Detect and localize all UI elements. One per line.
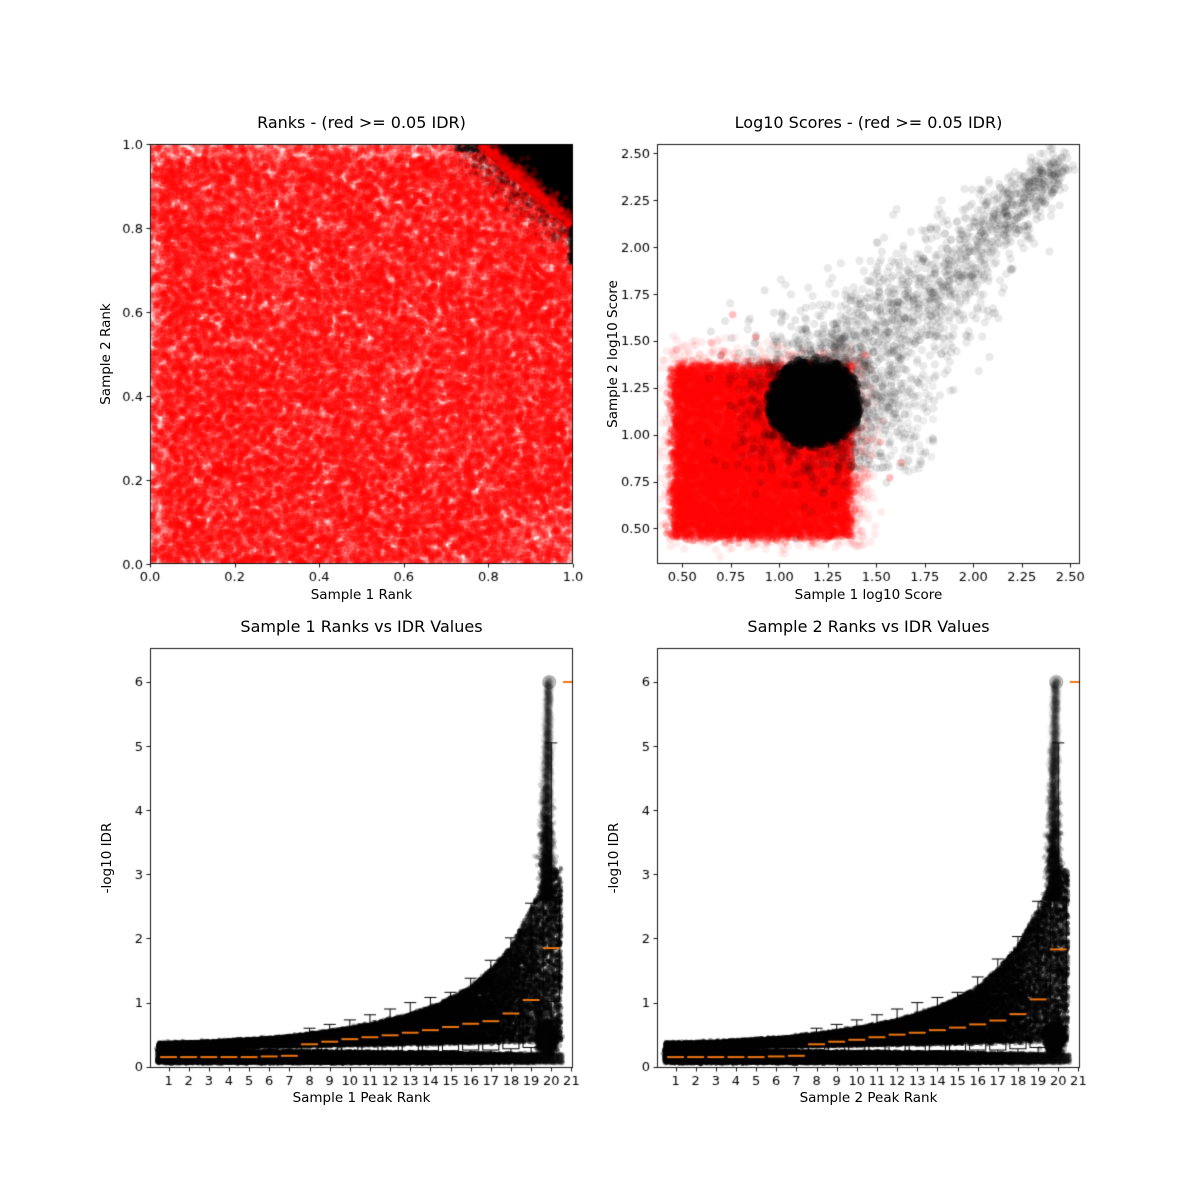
subplot-rank1-idr-title: Sample 1 Ranks vs IDR Values [240,617,483,636]
ranks-xaxis-label: Sample 1 Rank [310,587,413,603]
subplot-scores-title: Log10 Scores - (red >= 0.05 IDR) [734,113,1003,132]
rank1-idr-yaxis-label: -log10 IDR [99,822,115,894]
scores-xaxis-label: Sample 1 log10 Score [794,587,943,603]
scores-yaxis-label: Sample 2 log10 Score [605,280,621,428]
subplot-rank2-idr-title: Sample 2 Ranks vs IDR Values [747,617,990,636]
rank1-idr-xaxis-label: Sample 1 Peak Rank [292,1090,431,1106]
rank2-idr-xaxis-label: Sample 2 Peak Rank [799,1090,938,1106]
rank2-idr-yaxis-label: -log10 IDR [606,822,622,894]
subplot-ranks-title: Ranks - (red >= 0.05 IDR) [257,113,466,132]
ranks-yaxis-label: Sample 2 Rank [98,303,114,405]
